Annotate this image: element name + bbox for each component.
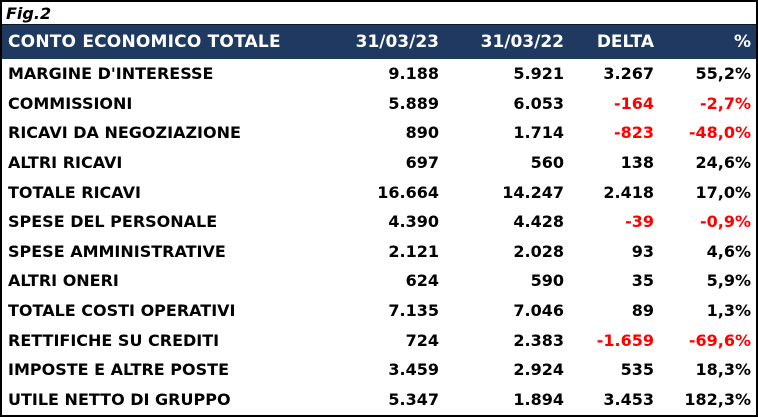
- row-label: TOTALE RICAVI: [8, 182, 141, 202]
- cell-value: 3.267: [603, 64, 654, 84]
- cell-value: 3.453: [603, 389, 654, 409]
- cell-value: 724: [405, 330, 439, 350]
- cell-value: 17,0%: [695, 182, 751, 202]
- table-row: RICAVI DA NEGOZIAZIONE 890 1.714 -823 -4…: [2, 118, 756, 148]
- cell-value: 2.924: [513, 360, 564, 380]
- cell-value: 2.383: [513, 330, 564, 350]
- row-label: SPESE DEL PERSONALE: [8, 212, 218, 232]
- cell-value: 9.188: [388, 64, 439, 84]
- cell-value: 16.664: [377, 182, 439, 202]
- cell-value: -164: [613, 93, 654, 113]
- cell-value: 5,9%: [706, 271, 751, 291]
- cell-value: 7.046: [513, 301, 564, 321]
- cell-value: 1.714: [513, 123, 564, 143]
- row-label: TOTALE COSTI OPERATIVI: [8, 301, 236, 321]
- cell-value: 93: [631, 241, 654, 261]
- cell-value: 890: [405, 123, 439, 143]
- row-label: ALTRI ONERI: [8, 271, 119, 291]
- cell-value: 1.894: [513, 389, 564, 409]
- cell-value: 18,3%: [695, 360, 751, 380]
- cell-value: 35: [631, 271, 654, 291]
- cell-value: 4.390: [388, 212, 439, 232]
- cell-value: 182,3%: [684, 389, 751, 409]
- cell-value: 7.135: [388, 301, 439, 321]
- cell-value: 14.247: [502, 182, 564, 202]
- row-label: ALTRI RICAVI: [8, 153, 123, 173]
- cell-value: -1.659: [596, 330, 654, 350]
- cell-value: 2.028: [513, 241, 564, 261]
- table-row: ALTRI ONERI 624 590 35 5,9%: [2, 266, 756, 296]
- cell-value: 624: [405, 271, 439, 291]
- cell-value: 2.121: [388, 241, 439, 261]
- cell-value: 5.921: [513, 64, 564, 84]
- column-header-date-current: 31/03/23: [355, 32, 439, 52]
- cell-value: 560: [530, 153, 564, 173]
- column-header-percent: %: [733, 32, 751, 52]
- row-label: IMPOSTE E ALTRE POSTE: [8, 360, 229, 380]
- column-header-date-prior: 31/03/22: [480, 32, 564, 52]
- cell-value: -48,0%: [688, 123, 751, 143]
- cell-value: 697: [405, 153, 439, 173]
- cell-value: 535: [620, 360, 654, 380]
- cell-value: -39: [625, 212, 654, 232]
- table-row: TOTALE COSTI OPERATIVI 7.135 7.046 89 1,…: [2, 296, 756, 326]
- table-row: MARGINE D'INTERESSE 9.188 5.921 3.267 55…: [2, 59, 756, 89]
- cell-value: 138: [620, 153, 654, 173]
- cell-value: 89: [631, 301, 654, 321]
- cell-value: 1,3%: [706, 301, 751, 321]
- cell-value: 6.053: [513, 93, 564, 113]
- cell-value: 4.428: [513, 212, 564, 232]
- table-row: ALTRI RICAVI 697 560 138 24,6%: [2, 148, 756, 178]
- cell-value: 4,6%: [706, 241, 751, 261]
- cell-value: 3.459: [388, 360, 439, 380]
- row-label: MARGINE D'INTERESSE: [8, 64, 214, 84]
- cell-value: 2.418: [603, 182, 654, 202]
- cell-value: -823: [613, 123, 654, 143]
- table-header: CONTO ECONOMICO TOTALE 31/03/23 31/03/22…: [2, 24, 756, 59]
- row-label: RETTIFICHE SU CREDITI: [8, 330, 220, 350]
- table-row: IMPOSTE E ALTRE POSTE 3.459 2.924 535 18…: [2, 355, 756, 385]
- table-row: SPESE DEL PERSONALE 4.390 4.428 -39 -0,9…: [2, 207, 756, 237]
- row-label: RICAVI DA NEGOZIAZIONE: [8, 123, 241, 143]
- table-row: TOTALE RICAVI 16.664 14.247 2.418 17,0%: [2, 177, 756, 207]
- cell-value: 24,6%: [695, 153, 751, 173]
- table-row: COMMISSIONI 5.889 6.053 -164 -2,7%: [2, 89, 756, 119]
- table-row: UTILE NETTO DI GRUPPO 5.347 1.894 3.453 …: [2, 385, 756, 415]
- table-title: CONTO ECONOMICO TOTALE: [8, 32, 281, 52]
- cell-value: -2,7%: [699, 93, 751, 113]
- row-label: UTILE NETTO DI GRUPPO: [8, 389, 231, 409]
- column-header-delta: DELTA: [596, 32, 654, 52]
- cell-value: 590: [530, 271, 564, 291]
- cell-value: 5.347: [388, 389, 439, 409]
- cell-value: -0,9%: [699, 212, 751, 232]
- cell-value: -69,6%: [688, 330, 751, 350]
- row-label: COMMISSIONI: [8, 93, 133, 113]
- figure-label: Fig.2: [6, 3, 52, 23]
- cell-value: 5.889: [388, 93, 439, 113]
- table-row: SPESE AMMINISTRATIVE 2.121 2.028 93 4,6%: [2, 237, 756, 267]
- table-row: RETTIFICHE SU CREDITI 724 2.383 -1.659 -…: [2, 325, 756, 355]
- cell-value: 55,2%: [695, 64, 751, 84]
- table-body: MARGINE D'INTERESSE 9.188 5.921 3.267 55…: [2, 59, 756, 414]
- row-label: SPESE AMMINISTRATIVE: [8, 241, 226, 261]
